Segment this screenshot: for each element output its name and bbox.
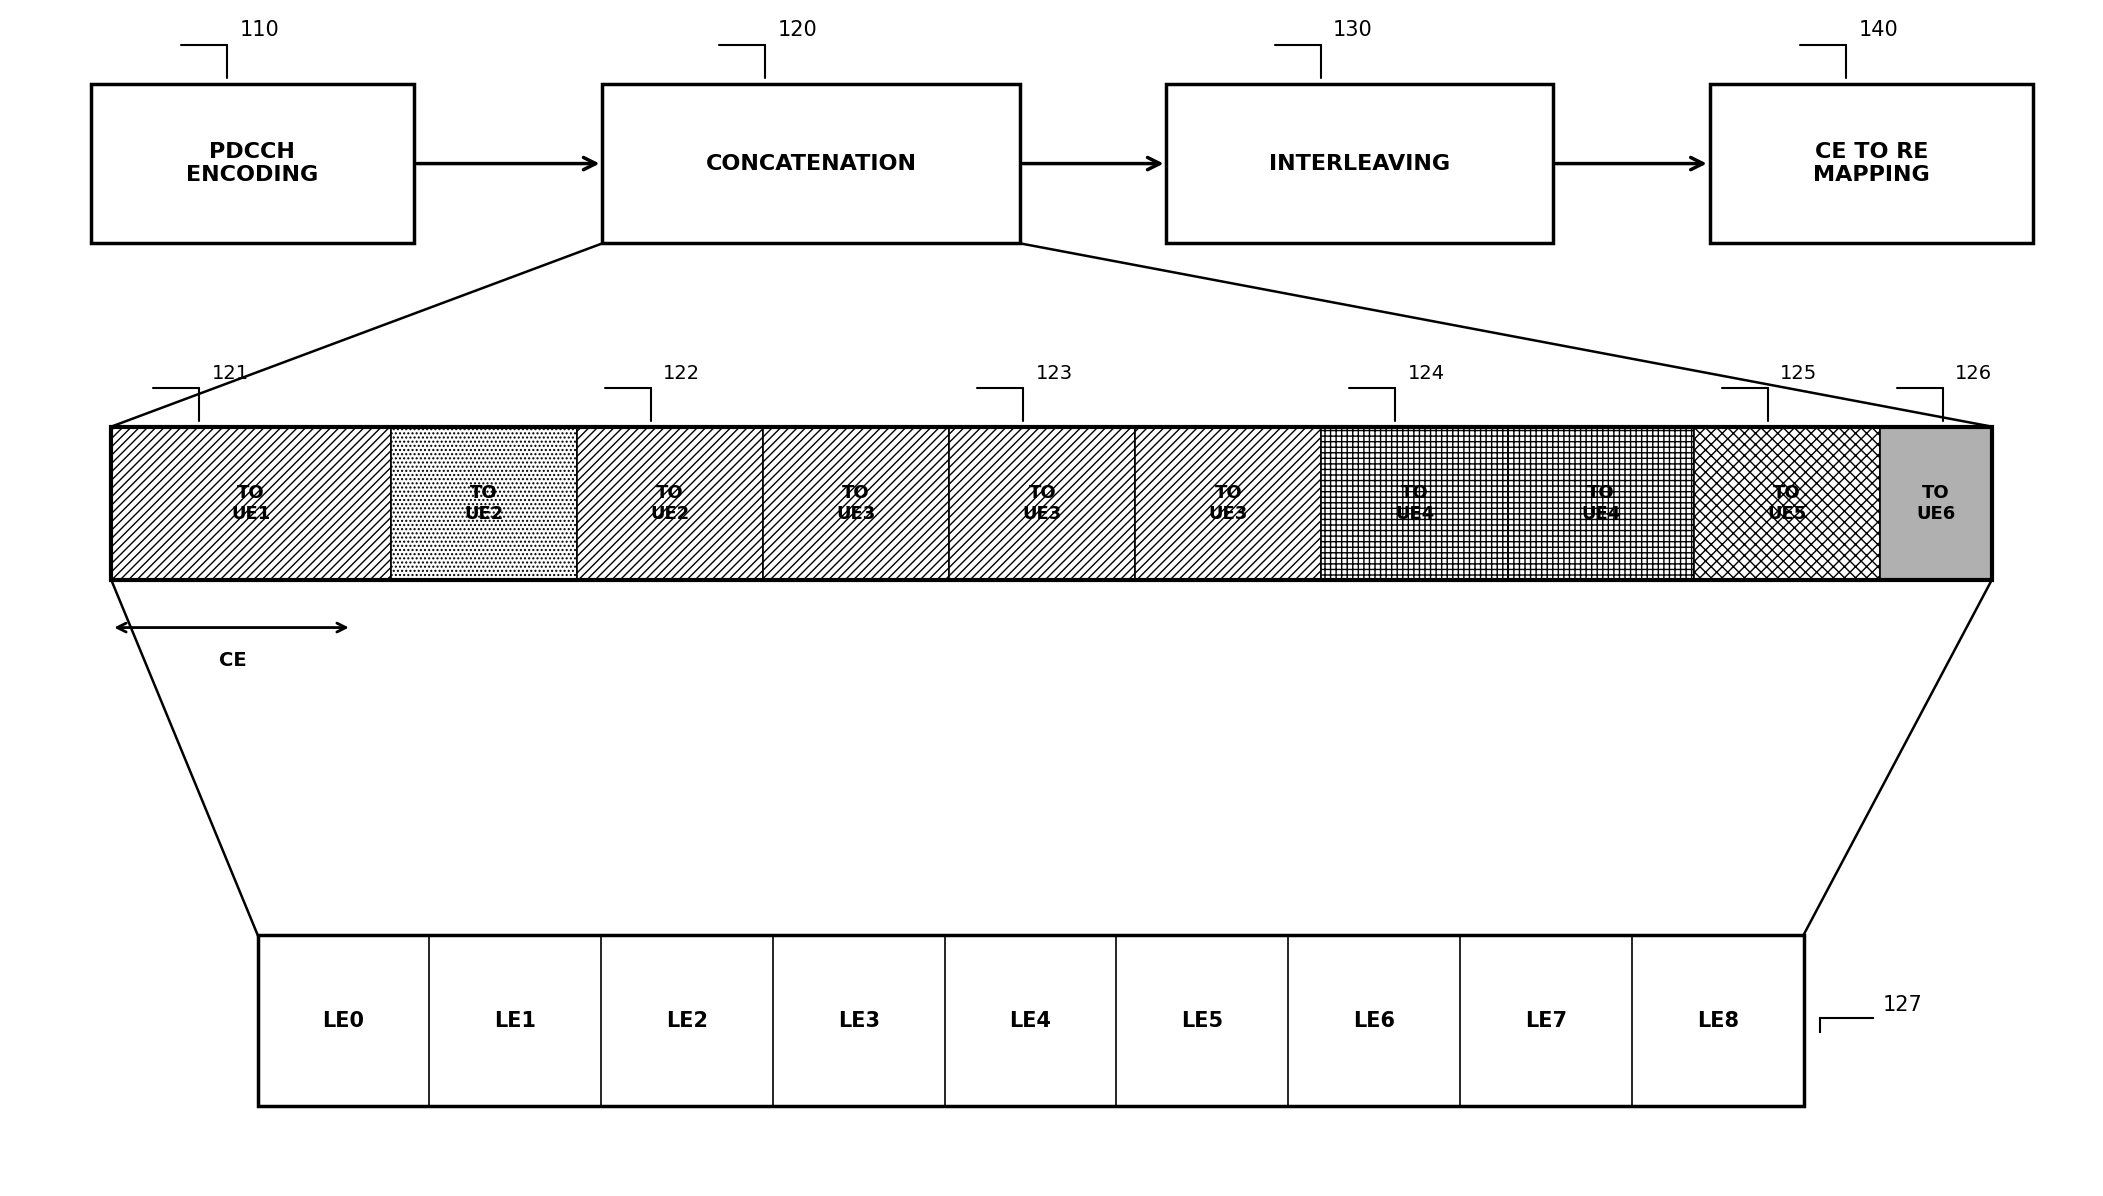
Text: 120: 120 [778,20,818,39]
Text: LE8: LE8 [1697,1011,1739,1031]
Text: TO
UE2: TO UE2 [465,484,503,523]
Text: 126: 126 [1956,364,1992,383]
Bar [601,84,1020,243]
Bar [763,427,948,580]
Bar [948,427,1136,580]
Bar [1710,84,2034,243]
Text: TO
UE4: TO UE4 [1581,484,1619,523]
Text: LE2: LE2 [667,1011,709,1031]
Text: LE3: LE3 [837,1011,879,1031]
Text: 127: 127 [1882,995,1922,1014]
Bar [391,427,576,580]
Bar [111,427,1992,580]
Text: CE TO RE
MAPPING: CE TO RE MAPPING [1813,142,1931,185]
Text: 140: 140 [1859,20,1899,39]
Text: LE4: LE4 [1009,1011,1052,1031]
Bar [1136,427,1321,580]
Text: TO
UE6: TO UE6 [1916,484,1956,523]
Text: 130: 130 [1333,20,1373,39]
Bar [576,427,763,580]
Bar [1880,427,1992,580]
Text: LE7: LE7 [1525,1011,1567,1031]
Text: LE5: LE5 [1182,1011,1224,1031]
Text: LE0: LE0 [322,1011,364,1031]
Text: PDCCH
ENCODING: PDCCH ENCODING [187,142,318,185]
Bar [90,84,414,243]
Text: TO
UE1: TO UE1 [231,484,271,523]
Text: TO
UE3: TO UE3 [1209,484,1247,523]
Bar [259,935,1804,1106]
Text: LE6: LE6 [1352,1011,1394,1031]
Bar [1321,427,1508,580]
Text: 122: 122 [662,364,700,383]
Text: TO
UE5: TO UE5 [1767,484,1806,523]
Text: 121: 121 [212,364,248,383]
Bar [1508,427,1693,580]
Text: CONCATENATION: CONCATENATION [707,153,917,173]
Text: TO
UE4: TO UE4 [1394,484,1434,523]
Text: TO
UE2: TO UE2 [650,484,690,523]
Bar [111,427,391,580]
Text: 125: 125 [1779,364,1817,383]
Text: 110: 110 [240,20,280,39]
Text: INTERLEAVING: INTERLEAVING [1268,153,1451,173]
Text: TO
UE3: TO UE3 [1022,484,1062,523]
Text: TO
UE3: TO UE3 [837,484,875,523]
Text: LE1: LE1 [494,1011,536,1031]
Text: CE: CE [219,651,246,670]
Text: 124: 124 [1407,364,1445,383]
Bar [1167,84,1552,243]
Text: 123: 123 [1035,364,1073,383]
Bar [1693,427,1880,580]
